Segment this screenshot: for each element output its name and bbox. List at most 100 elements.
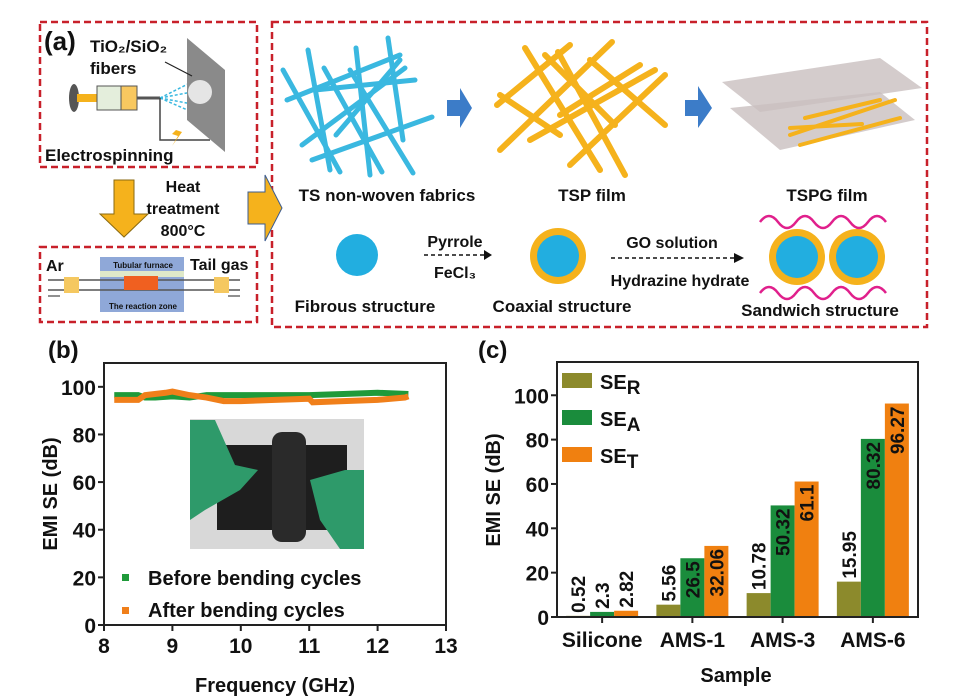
x-tick-label: 13: [434, 635, 457, 658]
legend-label-A: SEA: [600, 409, 641, 436]
furnace-box: [38, 245, 259, 324]
y-tick-label: 20: [526, 563, 549, 586]
panel-label-b: (b): [48, 337, 79, 364]
bar-value-label: 2.82: [617, 571, 638, 608]
y-tick-label: 100: [61, 377, 96, 400]
bar-value-label: 50.32: [774, 508, 795, 556]
bar-A-Silicone: [590, 611, 615, 617]
tsp-fibers-icon: [494, 39, 668, 178]
panel-a: (a) TiO₂/SiO₂ fibers Electrospinning Hea…: [38, 20, 929, 329]
x-tick-label: AMS-3: [750, 629, 815, 652]
panel-label-a: (a): [44, 26, 76, 56]
bar-value-label: 2.3: [593, 582, 614, 608]
bar-R-AMS-1: [656, 604, 681, 617]
right-arrow-icon: [247, 174, 283, 242]
legend-label-before: Before bending cycles: [148, 568, 361, 590]
pyrrole-label: Pyrrole: [427, 234, 482, 251]
panel-c-chart: (c) 0.52 2.3 2.82 5.56 26.5 32.06 10.7850.3261…: [478, 337, 919, 687]
fibrous-structure-icon: [336, 234, 378, 276]
x-tick-label: 8: [98, 635, 110, 658]
bar-value-label: 15.95: [840, 531, 861, 579]
x-tick-label: 9: [167, 635, 179, 658]
plot-frame-b: [103, 362, 447, 626]
tspg-film-icon: [722, 58, 922, 150]
y-tick-label: 0: [84, 615, 96, 638]
series-line-after: [114, 388, 410, 406]
x-tick-label: AMS-1: [660, 629, 726, 652]
y-tick-label: 40: [73, 520, 96, 543]
sandwich-structure-icon: [759, 214, 887, 301]
arrow-head-icon: [484, 250, 492, 260]
bar-R-AMS-6: [836, 581, 861, 617]
bar-value-label: 10.78: [750, 543, 771, 591]
x-tick-label: AMS-6: [840, 629, 905, 652]
y-tick-label: 20: [73, 567, 96, 590]
fibrous-structure-label: Fibrous structure: [295, 297, 436, 316]
legend-label-R: SER: [600, 372, 641, 399]
electrospinning-label: Electrospinning: [45, 146, 173, 165]
bar-R-AMS-3: [746, 593, 771, 617]
heat-label-1: Heat: [166, 179, 201, 196]
bar-T-AMS-6: [884, 403, 909, 617]
y-tick-label: 60: [526, 474, 549, 497]
heat-label-3: 800°C: [161, 223, 206, 240]
bar-value-label: 32.06: [707, 549, 728, 597]
bar-value-label: 26.5: [683, 561, 704, 598]
x-tick-label: Silicone: [562, 629, 643, 652]
legend-swatch-A: [562, 410, 592, 425]
tail-gas-label: Tail gas: [190, 257, 248, 274]
coaxial-core: [537, 235, 579, 277]
x-tick-label: 12: [366, 635, 389, 658]
coaxial-structure-label: Coaxial structure: [493, 297, 632, 316]
y-tick-label: 100: [514, 385, 549, 408]
legend-marker-before: [122, 574, 129, 581]
bar-value-label: 61.1: [798, 484, 819, 521]
y-tick-label: 80: [526, 430, 549, 453]
legend-swatch-R: [562, 373, 592, 388]
blue-arrow-icon: [685, 86, 712, 128]
stage-tspg-label: TSPG film: [786, 186, 867, 205]
ar-label: Ar: [46, 258, 64, 275]
arrow-head-icon: [734, 253, 744, 263]
bar-T-AMS-1: [704, 545, 729, 617]
legend-label-T: SET: [600, 446, 639, 473]
y-tick-label: 0: [537, 607, 549, 630]
legend-marker-after: [122, 607, 129, 614]
bar-value-label: 80.32: [864, 442, 885, 490]
panel-b-chart: (b) 8 9 10 11 12 13 0 20 40 60 80 100 Before bendin…: [40, 337, 458, 697]
x-tick-label: 11: [298, 635, 321, 658]
y-tick-label: 40: [526, 518, 549, 541]
process-box: [270, 20, 929, 329]
tube-furnace-icon: [48, 257, 240, 312]
electrospinning-box: [38, 20, 259, 169]
panel-label-c: (c): [478, 337, 507, 364]
bar-value-label: 5.56: [659, 565, 680, 602]
y-tick-label: 80: [73, 424, 96, 447]
hydrazine-label: Hydrazine hydrate: [611, 273, 750, 290]
legend-label-after: After bending cycles: [148, 600, 345, 622]
bar-value-label: 96.27: [888, 407, 909, 455]
ts-fibers-icon: [280, 35, 435, 178]
plot-frame-c: [556, 361, 919, 618]
go-solution-label: GO solution: [626, 235, 718, 252]
x-tick-label: 10: [229, 635, 252, 658]
fibers-label: TiO₂/SiO₂: [90, 37, 167, 56]
fecl3-label: FeCl₃: [434, 265, 476, 282]
stage-tsp-label: TSP film: [558, 186, 626, 205]
heat-label-2: treatment: [147, 201, 221, 218]
blue-arrow-icon: [447, 88, 472, 128]
x-axis-title-c: Sample: [700, 665, 771, 687]
down-arrow-icon: [98, 179, 150, 238]
legend-swatch-T: [562, 447, 592, 462]
inset-photo: [190, 419, 364, 549]
stage-ts-label: TS non-woven fabrics: [299, 186, 476, 205]
sandwich-structure-label: Sandwich structure: [741, 301, 899, 320]
electrospinning-apparatus-icon: [69, 38, 225, 152]
bar-value-label: 0.52: [569, 576, 590, 613]
tubular-furnace-label: Tubular furnace: [113, 261, 173, 270]
bar-A-AMS-3: [770, 505, 795, 617]
y-tick-label: 60: [73, 472, 96, 495]
bar-T-Silicone: [614, 610, 639, 617]
